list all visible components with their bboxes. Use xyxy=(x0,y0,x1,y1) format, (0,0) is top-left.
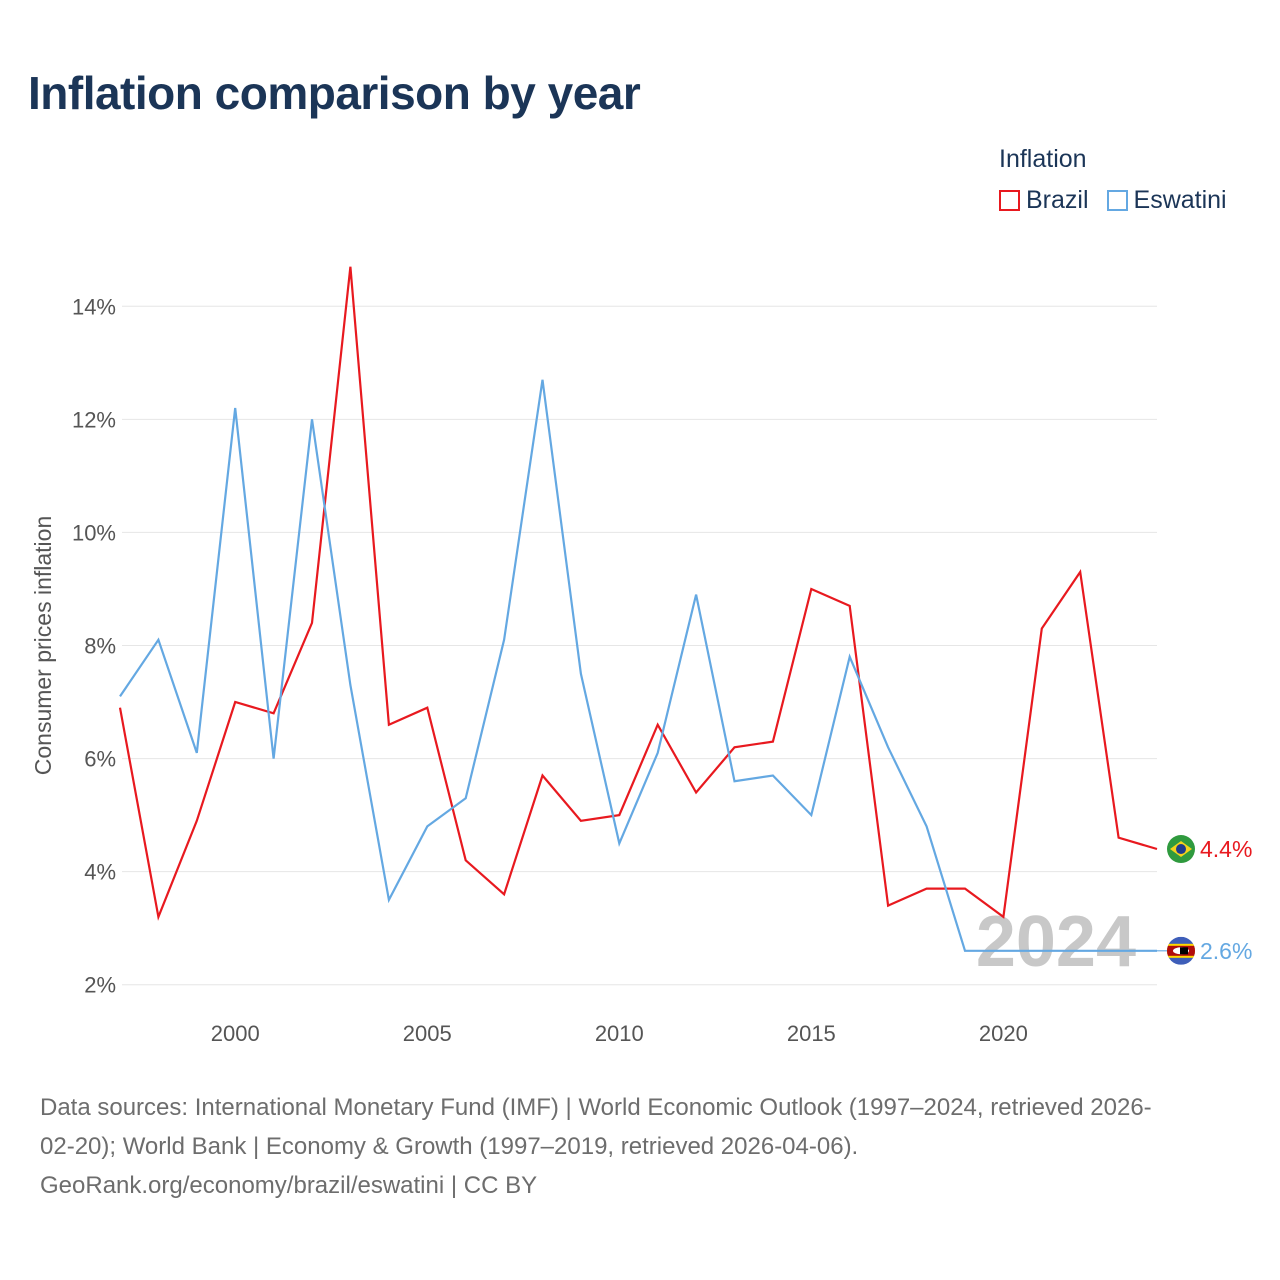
legend: Inflation Brazil Eswatini xyxy=(999,145,1227,215)
y-tick-label: 10% xyxy=(72,520,116,545)
eswatini-end-label: 2.6% xyxy=(1200,938,1252,964)
legend-label-brazil: Brazil xyxy=(1026,186,1089,214)
y-tick-label: 2% xyxy=(84,973,116,998)
y-tick-label: 14% xyxy=(72,294,116,319)
legend-title: Inflation xyxy=(999,145,1087,173)
series-line-brazil[interactable] xyxy=(118,266,1158,921)
chart-svg: 2% 4% 6% 8% 10% 12% 14% 2000 2005 2010 2015 2020 C… xyxy=(30,266,1252,1046)
y-tick-label: 12% xyxy=(72,407,116,432)
brazil-flag-icon xyxy=(1167,835,1195,864)
x-tick-label: 2005 xyxy=(403,1021,452,1046)
data-sources: Data sources: International Monetary Fun… xyxy=(40,1088,1250,1205)
legend-label-eswatini: Eswatini xyxy=(1133,186,1227,214)
x-tick-label: 2020 xyxy=(979,1021,1028,1046)
y-axis-label: Consumer prices inflation xyxy=(30,516,56,776)
sources-line-3: GeoRank.org/economy/brazil/eswatini | CC… xyxy=(40,1172,538,1199)
x-tick-label: 2010 xyxy=(595,1021,644,1046)
sources-line-2: 02-20); World Bank | Economy & Growth (1… xyxy=(40,1133,859,1160)
x-tick-label: 2015 xyxy=(787,1021,836,1046)
legend-item-eswatini[interactable]: Eswatini xyxy=(1106,186,1227,215)
x-axis-ticks: 2000 2005 2010 2015 2020 xyxy=(211,1021,1028,1046)
chart-title: Inflation comparison by year xyxy=(28,67,641,119)
y-tick-label: 6% xyxy=(84,747,116,772)
legend-item-brazil[interactable]: Brazil xyxy=(999,186,1089,215)
y-tick-label: 4% xyxy=(84,860,116,885)
sources-line-1: Data sources: International Monetary Fun… xyxy=(40,1094,1152,1121)
grid-lines xyxy=(122,305,1157,986)
legend-swatch-eswatini xyxy=(1106,190,1128,211)
series-line-eswatini[interactable] xyxy=(119,379,1157,952)
legend-swatch-brazil xyxy=(999,190,1020,211)
y-axis-ticks: 2% 4% 6% 8% 10% 12% 14% xyxy=(72,294,116,997)
end-markers: 4.4% 2.6% xyxy=(1157,835,1252,965)
eswatini-flag-icon xyxy=(1167,936,1195,965)
y-tick-label: 8% xyxy=(84,634,116,659)
series-lines xyxy=(118,266,1158,952)
x-tick-label: 2000 xyxy=(211,1021,260,1046)
brazil-end-label: 4.4% xyxy=(1200,836,1252,862)
